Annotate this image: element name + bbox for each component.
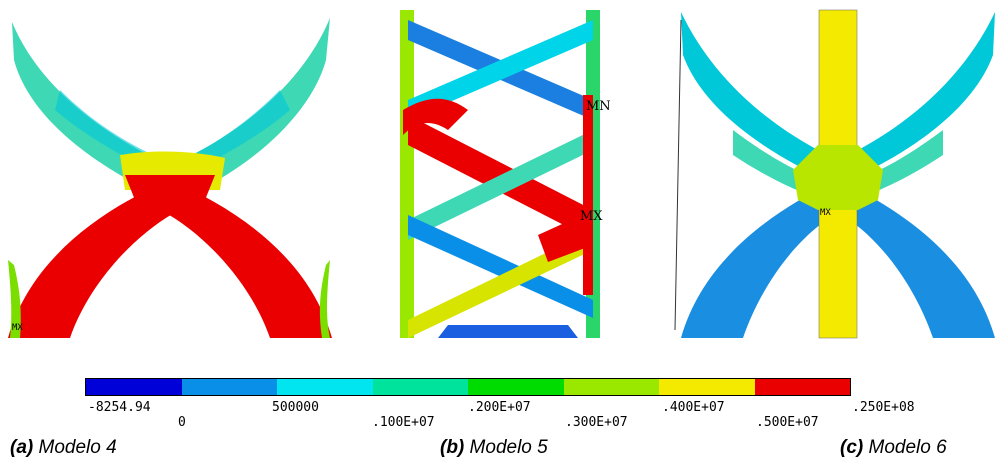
caption-model-5: (b) Modelo 5 [440, 437, 548, 459]
model-5-max-marker: MX [580, 209, 603, 224]
model-4-figure: MX [8, 18, 332, 338]
model-6-edge-line [674, 19, 682, 331]
legend-swatch-6 [563, 379, 659, 395]
model-5-band-blue-bottom [438, 325, 578, 338]
caption-model-6-text: Modelo 6 [863, 437, 947, 458]
model-4-lower-band-left [8, 180, 180, 338]
model-4-lower-band-right [160, 180, 332, 338]
legend-label-8: .500E+07 [756, 415, 819, 430]
model-5-min-marker: MN [586, 99, 611, 114]
legend-swatch-2 [181, 379, 277, 395]
model-4-green-edge-left [8, 260, 21, 338]
model-6-figure: MX [674, 9, 995, 339]
model-6-band-lower-left [681, 180, 843, 338]
model-4-lower-band-center [125, 175, 215, 200]
caption-model-6: (c) Modelo 6 [840, 437, 947, 459]
caption-model-4: (a) Modelo 4 [10, 437, 117, 459]
legend-swatch-1 [86, 379, 182, 395]
legend-label-2: 0 [178, 415, 186, 430]
caption-model-4-text: Modelo 4 [33, 437, 117, 458]
model-6-contour-plot: MX [673, 0, 1001, 340]
model-4-green-edge-right [319, 260, 330, 338]
model-6-band-upper-right [838, 12, 995, 185]
caption-model-6-letter: (c) [840, 437, 864, 458]
model-5-right-red-strip [583, 95, 593, 295]
model-6-band-upper-left [681, 12, 838, 185]
legend-label-3: 500000 [272, 400, 319, 415]
model-4-max-marker: MX [12, 323, 23, 333]
legend-label-5: .200E+07 [468, 400, 531, 415]
model-5-band-red-right [538, 210, 593, 262]
legend-label-4: .100E+07 [372, 415, 435, 430]
legend-label-7: .400E+07 [662, 400, 725, 415]
caption-model-5-letter: (b) [440, 437, 465, 458]
legend-swatch-7 [659, 379, 755, 395]
model-5-band-top-cyan [408, 20, 593, 120]
model-5-band-blue-low [408, 215, 593, 318]
legend-swatch-8 [754, 379, 850, 395]
model-5-band-red-2 [403, 98, 468, 135]
model-5-left-strut [400, 10, 414, 338]
model-5-contour-plot: MN MX [388, 0, 613, 340]
legend-swatch-4 [372, 379, 468, 395]
caption-model-5-text: Modelo 5 [464, 437, 548, 458]
model-6-joint [793, 145, 883, 210]
legend-label-1: -8254.94 [88, 400, 151, 415]
contour-color-legend [85, 378, 851, 396]
caption-model-4-letter: (a) [10, 437, 34, 458]
model-6-max-marker: MX [820, 208, 831, 218]
model-5-band-green-mid [408, 130, 593, 240]
legend-label-6: .300E+07 [565, 415, 628, 430]
legend-label-9: .250E+08 [852, 400, 915, 415]
model-4-contour-plot: MX [0, 0, 340, 340]
model-5-figure: MN MX [398, 8, 611, 338]
legend-swatch-3 [277, 379, 373, 395]
legend-swatch-5 [468, 379, 564, 395]
model-6-band-lower-right [833, 180, 995, 338]
